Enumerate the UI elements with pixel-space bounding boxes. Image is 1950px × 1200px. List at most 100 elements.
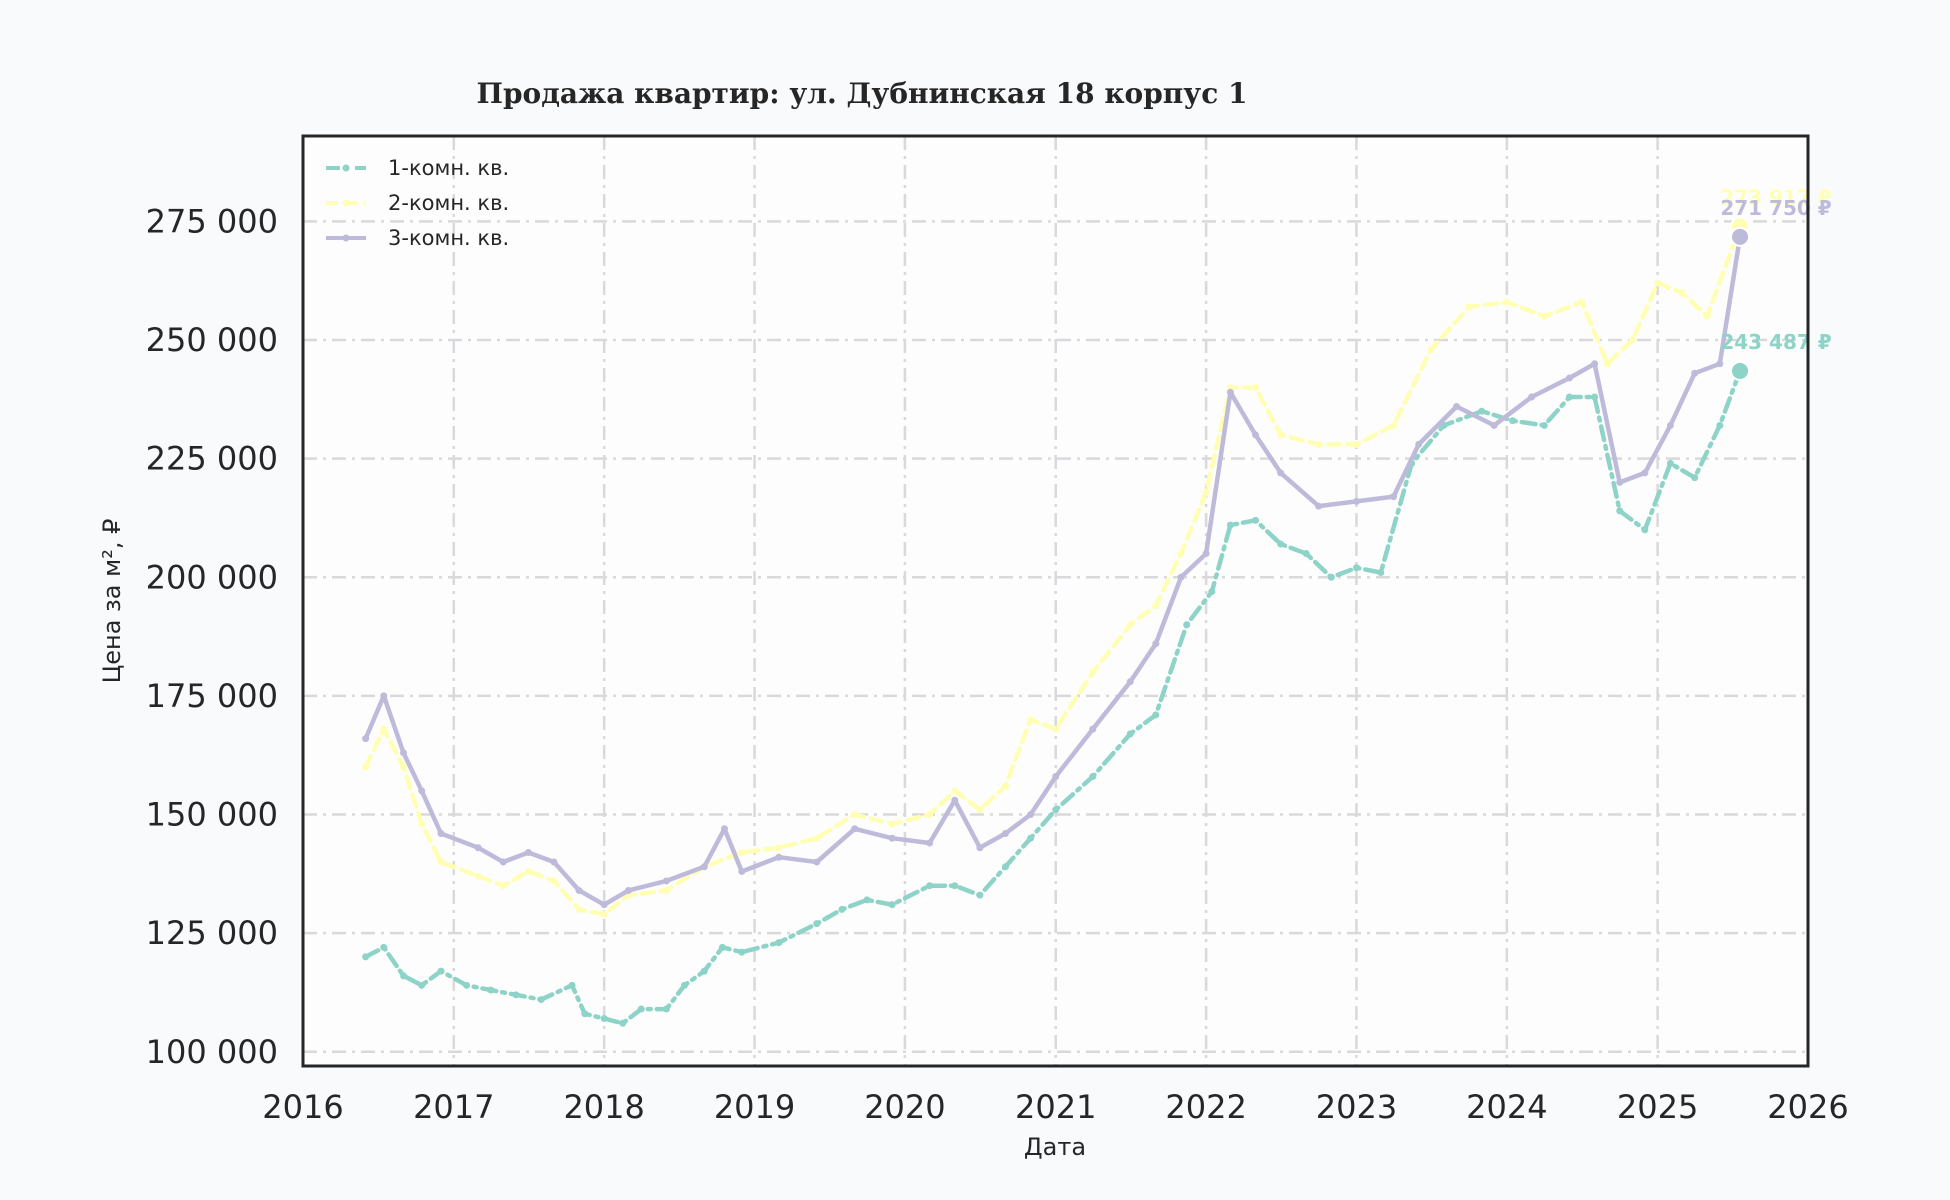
series-point — [1183, 621, 1191, 629]
series-point — [1641, 469, 1649, 477]
series-point — [1177, 550, 1185, 558]
x-tick-label: 2019 — [714, 1088, 795, 1126]
series-point — [400, 972, 408, 980]
x-tick-label: 2026 — [1767, 1088, 1848, 1126]
series-point — [487, 986, 495, 994]
series-point — [851, 811, 859, 819]
legend-marker — [342, 199, 350, 207]
series-point — [976, 891, 984, 899]
series-layer — [362, 223, 1744, 1027]
series-point — [1716, 421, 1724, 429]
series-point — [1152, 711, 1160, 719]
series-point — [537, 996, 545, 1004]
series-point — [463, 981, 471, 989]
series-point — [1027, 716, 1035, 724]
series-point — [700, 863, 708, 871]
legend-label: 1-комн. кв. — [388, 156, 509, 180]
y-tick-label: 125 000 — [146, 914, 278, 952]
series-point — [575, 886, 583, 894]
series-point — [1666, 459, 1674, 467]
series-point — [1453, 402, 1461, 410]
series-point — [926, 811, 934, 819]
series-point — [813, 834, 821, 842]
series-point — [1716, 360, 1724, 368]
series-point — [888, 834, 896, 842]
series-point — [1565, 393, 1573, 401]
y-tick-label: 100 000 — [146, 1033, 278, 1071]
x-tick-label: 2022 — [1165, 1088, 1246, 1126]
series-point — [437, 830, 445, 837]
series-point — [1252, 516, 1260, 524]
series-point — [1027, 834, 1035, 842]
series-point — [524, 867, 532, 875]
x-tick-label: 2017 — [413, 1088, 494, 1126]
series-point — [619, 1019, 627, 1027]
series-point — [1641, 526, 1649, 534]
series-point — [1628, 336, 1636, 344]
series-point — [1490, 421, 1498, 429]
endpoint-markers: 243 487 ₽ 273 917 ₽271 750 ₽ — [1720, 186, 1832, 381]
endpoint-label: 243 487 ₽ — [1720, 330, 1831, 354]
x-tick-label: 2016 — [262, 1088, 343, 1126]
series-point — [512, 991, 520, 999]
series-point — [1152, 602, 1160, 610]
series-point — [1126, 730, 1134, 738]
series-point — [775, 939, 783, 947]
series-point — [1027, 811, 1035, 819]
series-point — [700, 967, 708, 975]
series-point — [362, 735, 370, 743]
grid — [303, 136, 1808, 1066]
endpoint-marker — [1730, 226, 1751, 247]
series-point — [1052, 773, 1060, 781]
endpoint-label: 273 917 ₽ — [1720, 186, 1831, 210]
series-point — [1089, 668, 1097, 676]
series-point — [1565, 374, 1573, 382]
series-point — [437, 967, 445, 975]
series-point — [1315, 440, 1323, 448]
series-point — [1001, 863, 1009, 871]
series-point — [400, 763, 408, 771]
series-point — [1226, 521, 1234, 529]
series-point — [418, 820, 426, 828]
series-point — [738, 848, 746, 856]
series-point — [1152, 640, 1160, 648]
y-axis-ticks: 100 000 125 000 150 000 175 000 200 000 225 0… — [146, 202, 278, 1070]
series-point — [926, 839, 934, 847]
series-point — [1654, 279, 1662, 287]
series-point — [951, 882, 959, 890]
series-point — [600, 901, 608, 909]
series-point — [380, 943, 388, 951]
x-tick-label: 2018 — [563, 1088, 644, 1126]
series-point — [1390, 493, 1398, 501]
y-tick-label: 275 000 — [146, 202, 278, 240]
series-point — [600, 910, 608, 918]
series-point — [1202, 488, 1210, 496]
series-point — [600, 1015, 608, 1023]
series-point — [380, 725, 388, 733]
series-point — [888, 820, 896, 828]
series-point — [662, 1005, 670, 1013]
series-point — [1302, 550, 1310, 558]
series-point — [813, 920, 821, 928]
series-point — [624, 886, 632, 894]
series-point — [1352, 440, 1360, 448]
series-point — [888, 901, 896, 909]
series-point — [1252, 383, 1260, 391]
series-point — [1089, 773, 1097, 781]
series-point — [1591, 360, 1599, 368]
y-tick-label: 150 000 — [146, 796, 278, 834]
series-point — [1277, 431, 1285, 439]
series-point — [926, 882, 934, 890]
series-point — [362, 763, 370, 771]
series-point — [976, 806, 984, 814]
series-point — [380, 692, 388, 700]
series-point — [1616, 507, 1624, 515]
legend-marker — [342, 164, 350, 172]
series-point — [1277, 540, 1285, 548]
series-point — [813, 858, 821, 866]
y-tick-label: 175 000 — [146, 677, 278, 715]
series-point — [499, 858, 507, 866]
series-point — [738, 948, 746, 956]
series-point — [1277, 469, 1285, 477]
